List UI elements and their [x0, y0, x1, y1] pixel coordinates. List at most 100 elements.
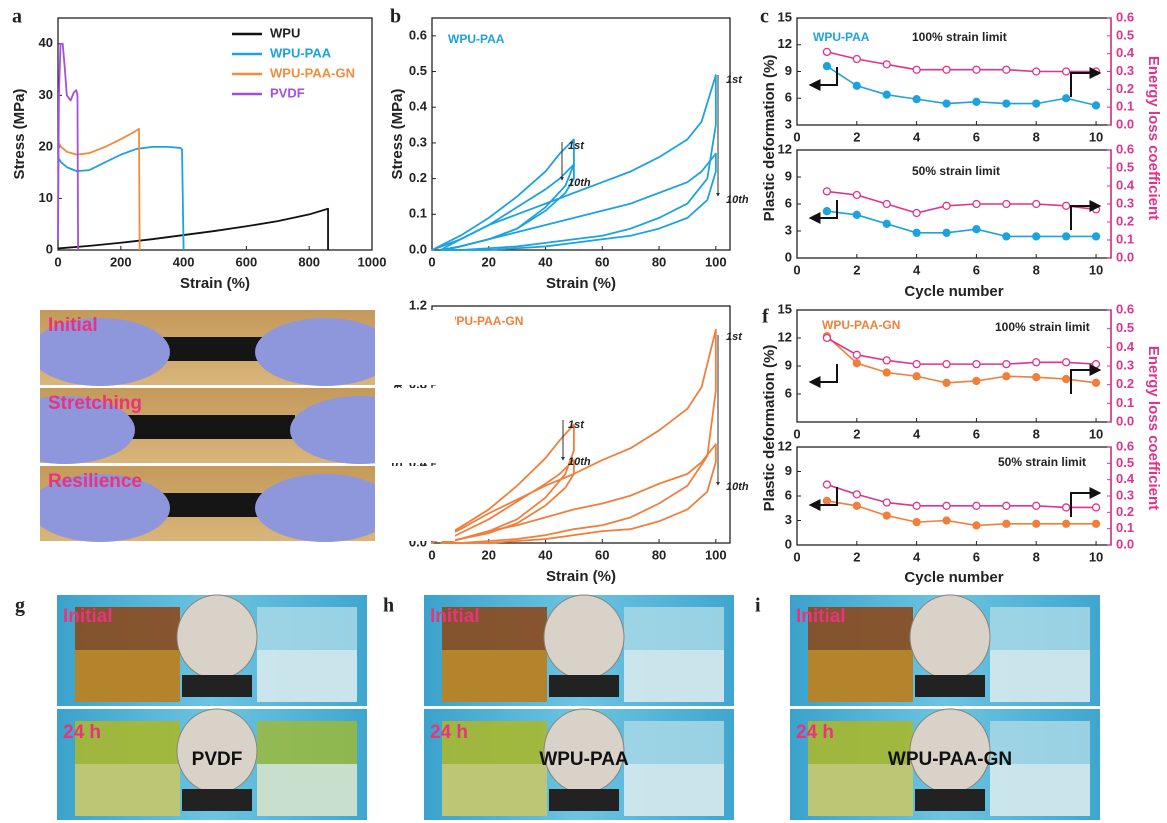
sample-strip [160, 337, 265, 361]
x-tick-label: 6 [973, 426, 980, 441]
data-point [912, 65, 921, 74]
series-line [431, 328, 717, 544]
y2-tick-label: 0.3 [1116, 487, 1134, 502]
y-tick-label: 40 [39, 35, 53, 50]
series-line [57, 127, 141, 251]
x-tick-label: 400 [173, 254, 195, 269]
x-tick-label: 10 [1089, 426, 1103, 441]
y2-tick-label: 0.1 [1116, 520, 1134, 535]
annotation: WPU-PAA-GN [445, 314, 523, 328]
y-tick-label: 9 [785, 357, 792, 372]
x-tick-label: 80 [652, 547, 666, 562]
y-tick-label: 12 [778, 36, 792, 51]
data-point [912, 501, 921, 510]
x-axis-label: Strain (%) [546, 568, 616, 585]
x-tick-label: 40 [538, 547, 552, 562]
jar-bottom [624, 764, 724, 816]
data-point [972, 501, 981, 510]
data-point [882, 90, 891, 99]
data-point [1032, 232, 1041, 241]
data-point [822, 480, 832, 489]
x-tick-label: 20 [482, 547, 496, 562]
y2-tick-label: 0.3 [1116, 63, 1134, 78]
data-point [1061, 201, 1071, 210]
annotation: 10th [726, 194, 749, 206]
panel-label: g [15, 595, 25, 617]
x-tick-label: 0 [793, 549, 800, 564]
annotation: 10th [568, 456, 591, 468]
glove [30, 474, 170, 542]
annotation: 50% strain limit [912, 164, 1000, 178]
series-line [57, 42, 79, 251]
left-arrow [808, 67, 838, 91]
panel-label: c [760, 6, 769, 28]
data-point [1002, 501, 1011, 510]
membrane-ball [176, 594, 258, 680]
legend-label: WPU-PAA [270, 45, 332, 60]
y-tick-label: 6 [785, 195, 792, 210]
x-tick-label: 10 [1089, 262, 1103, 277]
series-line [440, 163, 575, 251]
data-point [822, 207, 832, 216]
jar-bottom [257, 650, 357, 702]
data-point [1002, 232, 1011, 241]
panel-label: i [755, 595, 761, 617]
x-tick-label: 2 [853, 262, 860, 277]
x-tick-label: 6 [973, 549, 980, 564]
data-point [1032, 67, 1041, 76]
data-point [1061, 67, 1071, 76]
data-point [1091, 519, 1101, 528]
data-point [1002, 99, 1011, 108]
x-tick-label: 4 [913, 262, 921, 277]
y2-tick-label: 0.2 [1116, 81, 1134, 96]
sample-name: WPU-PAA-GN [888, 749, 1012, 770]
annotation: 1st [726, 331, 743, 343]
data-point [822, 47, 832, 57]
x-tick-label: 2 [853, 549, 860, 564]
sample-name: WPU-PAA [539, 749, 629, 770]
x-tick-label: 0 [428, 254, 435, 269]
x-tick-label: 0 [793, 129, 800, 144]
annotation: WPU-PAA [813, 30, 870, 44]
data-point [1032, 373, 1041, 382]
photo-caption: 24 h [430, 722, 468, 743]
data-point [912, 208, 921, 218]
y-tick-label: 0 [785, 249, 792, 264]
data-point [972, 199, 981, 209]
y-tick-label: 0.0 [409, 241, 427, 256]
right-arrow [1070, 487, 1102, 517]
y2-tick-label: 0.1 [1116, 99, 1134, 114]
annotation: 100% strain limit [995, 320, 1090, 334]
y-axis-label: Stress (MPa) [389, 89, 406, 180]
data-point [972, 521, 981, 530]
data-point [1061, 374, 1071, 384]
jar-bottom [990, 650, 1090, 702]
photo-mask [375, 310, 455, 385]
data-point [852, 501, 861, 510]
x-tick-label: 8 [1033, 549, 1040, 564]
data-point [882, 356, 891, 365]
jar-bottom [257, 764, 357, 816]
x-tick-label: 0 [54, 254, 61, 269]
data-point [942, 516, 951, 525]
y-tick-label: 3 [785, 512, 792, 527]
y2-tick-label: 0.0 [1116, 413, 1134, 428]
clamp [915, 675, 985, 697]
y-tick-label: 0 [46, 241, 53, 256]
annotation: 10th [726, 481, 749, 493]
glove [255, 474, 395, 542]
series-line [826, 210, 1097, 238]
series-line [826, 335, 1097, 384]
data-point [852, 359, 861, 368]
data-point [972, 376, 981, 386]
y2-tick-label: 0.0 [1116, 249, 1134, 264]
clamp [182, 789, 252, 811]
y-tick-label: 0.2 [409, 170, 427, 185]
data-point [1091, 359, 1101, 369]
photo-caption: Stretching [48, 393, 142, 414]
data-point [1002, 199, 1011, 209]
panel-label: a [12, 6, 22, 28]
y2-tick-label: 0.4 [1116, 45, 1135, 60]
data-point [1032, 519, 1041, 528]
